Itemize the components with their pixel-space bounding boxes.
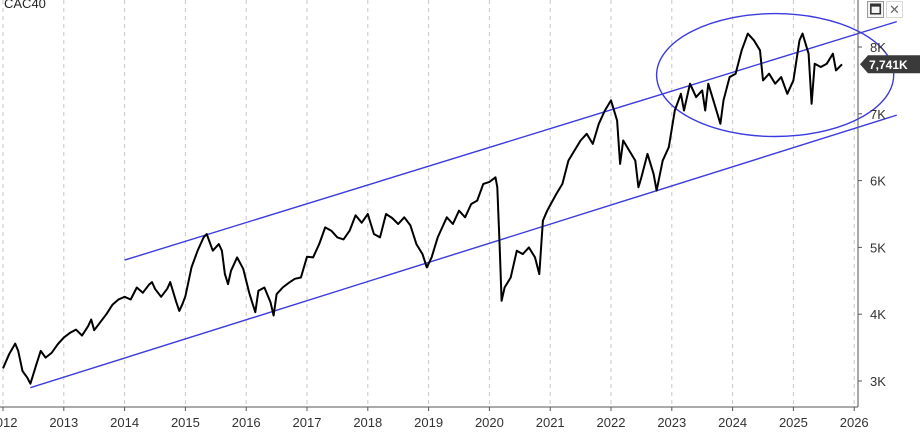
y-tick-label-7K: 7K — [870, 107, 886, 122]
y-tick-label-5K: 5K — [870, 240, 886, 255]
x-tick-label-2012: 2012 — [0, 415, 17, 430]
x-tick-label-2024: 2024 — [718, 415, 747, 430]
close-button[interactable]: ✕ — [886, 1, 903, 18]
axes: 2012 2013 2014 2015 2016 2017 2018 2019 2020 2021… — [0, 0, 886, 430]
lower-channel-line — [30, 114, 897, 389]
y-tick-label-8K: 8K — [870, 40, 886, 55]
upper-channel-line — [124, 20, 897, 261]
last-price-tag: 7,741K — [860, 55, 920, 74]
grid — [2, 0, 855, 407]
x-tick-label-2018: 2018 — [353, 415, 382, 430]
x-tick-label-2022: 2022 — [597, 415, 626, 430]
close-icon: ✕ — [889, 2, 900, 17]
y-tick-label-6K: 6K — [870, 174, 886, 189]
last-price-label: 7,741K — [869, 58, 908, 72]
chart-title: CAC40 — [4, 0, 46, 11]
x-tick-label-2020: 2020 — [475, 415, 504, 430]
maximize-icon: 🗖 — [869, 2, 882, 17]
price-series-line — [2, 32, 843, 385]
x-tick-label-2019: 2019 — [414, 415, 443, 430]
x-tick-label-2015: 2015 — [171, 415, 200, 430]
x-tick-label-2021: 2021 — [536, 415, 565, 430]
highlight-ellipse — [655, 12, 895, 138]
x-tick-label-2026: 2026 — [840, 415, 869, 430]
annotations — [30, 12, 897, 389]
x-tick-label-2013: 2013 — [49, 415, 78, 430]
x-tick-label-2014: 2014 — [110, 415, 139, 430]
x-tick-label-2017: 2017 — [293, 415, 322, 430]
maximize-button[interactable]: 🗖 — [867, 1, 884, 18]
y-tick-label-4K: 4K — [870, 307, 886, 322]
y-tick-label-3K: 3K — [870, 374, 886, 389]
x-tick-label-2016: 2016 — [232, 415, 261, 430]
x-tick-label-2023: 2023 — [657, 415, 686, 430]
price-tag-shape — [860, 55, 920, 74]
x-tick-label-2025: 2025 — [779, 415, 808, 430]
series — [2, 32, 843, 385]
